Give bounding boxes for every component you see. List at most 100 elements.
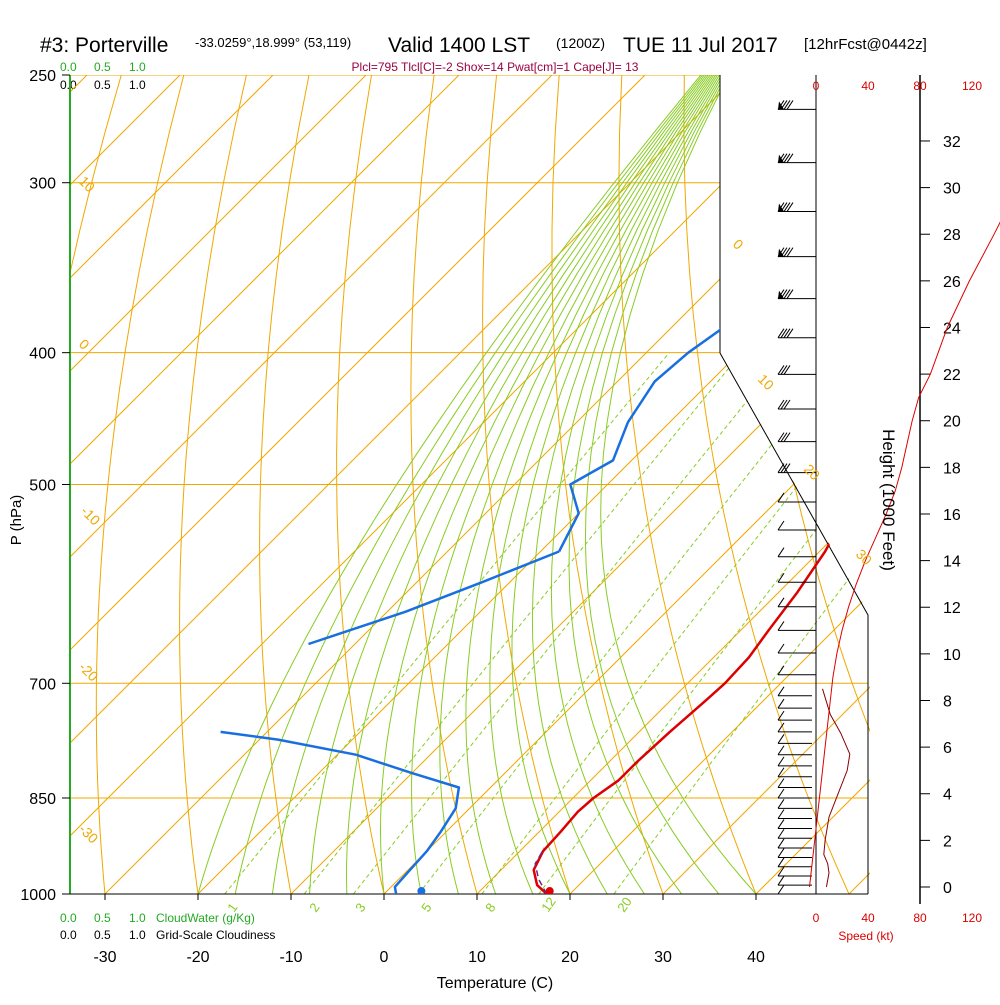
speed-tick-top: 0 [813,79,820,93]
cloud-bottom-black-0: 0.0 [60,928,77,942]
wind-barb [778,848,812,857]
x-tick-label: 0 [380,949,389,966]
height-tick-label: 16 [943,507,961,524]
height-tick-label: 6 [943,740,952,757]
wind-barb [778,154,816,163]
wind-barb-feather [778,876,784,885]
wind-barb-feather [778,400,784,409]
height-tick-label: 30 [943,181,961,198]
mixing-ratio-label: 2 [306,900,322,915]
height-tick-label: 10 [943,647,961,664]
mixing-ratio-line [614,353,1000,894]
x-tick-label: 10 [468,949,486,966]
wind-barb [778,885,812,894]
wind-barb [778,290,816,299]
x-tick-label: -10 [279,949,302,966]
isotherm-line [942,75,1000,894]
mixing-ratio-label: 12 [538,894,559,914]
wind-barb-feather [781,365,787,374]
surface-temperature-dot [546,887,554,895]
p-tick-label: 700 [29,676,56,693]
speed-profile-line [823,689,850,887]
cloudwater-label: CloudWater (g/Kg) [156,911,255,925]
cloud-bottom-black-1: 0.5 [94,928,111,942]
wind-barb [778,711,812,720]
speed-tick-bottom: 120 [962,911,982,925]
height-tick-label: 14 [943,554,961,571]
plot-frame [70,75,920,904]
wind-barb-feather [778,809,784,818]
cloud-bottom-green-0: 0.0 [60,911,77,925]
height-tick-label: 24 [943,320,961,337]
wind-barb-feather [778,848,784,857]
wind-barb-feather [784,365,790,374]
frame-right-diagonal [720,353,868,894]
station-title: #3: Porterville [40,34,168,57]
x-axis-title: Temperature (C) [437,975,553,992]
wind-barb-feather [778,621,784,630]
wind-barb-feather [778,464,784,473]
cloudiness-label: Grid-Scale Cloudiness [156,928,275,942]
isotherm-line [849,75,1000,894]
wind-barb-feather [784,400,790,409]
wind-barb-feather [778,644,784,653]
mixing-ratio-label: 20 [614,894,635,914]
speed-tick-top: 40 [861,79,875,93]
dry-adiabat-line [809,75,1000,894]
height-tick-label: 32 [943,134,961,151]
stability-indices: Plcl=795 Tlcl[C]=-2 Shox=14 Pwat[cm]=1 C… [352,60,639,74]
wind-barb [778,248,816,257]
cloud-top-green-2: 1.0 [129,60,146,74]
height-tick-label: 22 [943,367,961,384]
wind-barb [778,521,816,530]
cloud-top-black-2: 1.0 [129,78,146,92]
isotherm-label: -10 [78,503,104,529]
wind-barb-feather [778,433,784,442]
wind-barb-feather [778,598,784,607]
mixing-ratio-line [353,353,786,894]
wind-barb-feather [778,687,784,696]
wind-barb [778,768,812,777]
wind-barb [778,699,812,708]
mixing-ratio-label: 8 [482,900,498,915]
temperature-line [534,98,1000,894]
wind-barb-feather [778,666,784,675]
height-tick-label: 12 [943,600,961,617]
wind-barb-feather [778,365,784,374]
wind-barb [778,598,816,607]
wind-barb-feather [778,493,784,502]
isotherm-label: 30 [853,546,875,568]
height-tick-label: 20 [943,414,961,431]
valid-time: Valid 1400 LST [388,34,530,57]
p-tick-label: 500 [29,478,56,495]
cloud-top-black-1: 0.5 [94,78,111,92]
wind-barb-feather [778,858,784,867]
valid-zulu: (1200Z) [556,35,605,51]
wind-barb-feather [778,839,784,848]
wind-barb-feather [784,433,790,442]
wind-barb-feather [778,746,784,755]
station-coords: -33.0259°,18.999° (53,119) [195,35,351,50]
height-axis-title: Height (1000 Feet) [879,429,898,571]
wind-barb-feather [778,699,784,708]
wind-barb-feather [778,778,784,787]
height-tick-label: 8 [943,693,952,710]
chart-header: #3: Porterville -33.0259°,18.999° (53,11… [40,34,927,74]
p-tick-label: 1000 [20,887,56,904]
wind-barb-feather [784,154,790,163]
wind-barb [778,867,812,876]
wind-barb-feather [784,290,790,299]
dry-adiabat-line [935,75,1000,894]
isotherm-line [756,75,1000,894]
wind-barb-feather [787,203,793,212]
wind-barb-feather [778,819,784,828]
x-tick-label: 30 [654,949,672,966]
isotherm-label: -20 [76,659,102,685]
wind-barb-feather [784,203,790,212]
wind-barb-feather [784,248,790,257]
wind-barb [778,819,812,828]
wind-barb-feather [781,433,787,442]
